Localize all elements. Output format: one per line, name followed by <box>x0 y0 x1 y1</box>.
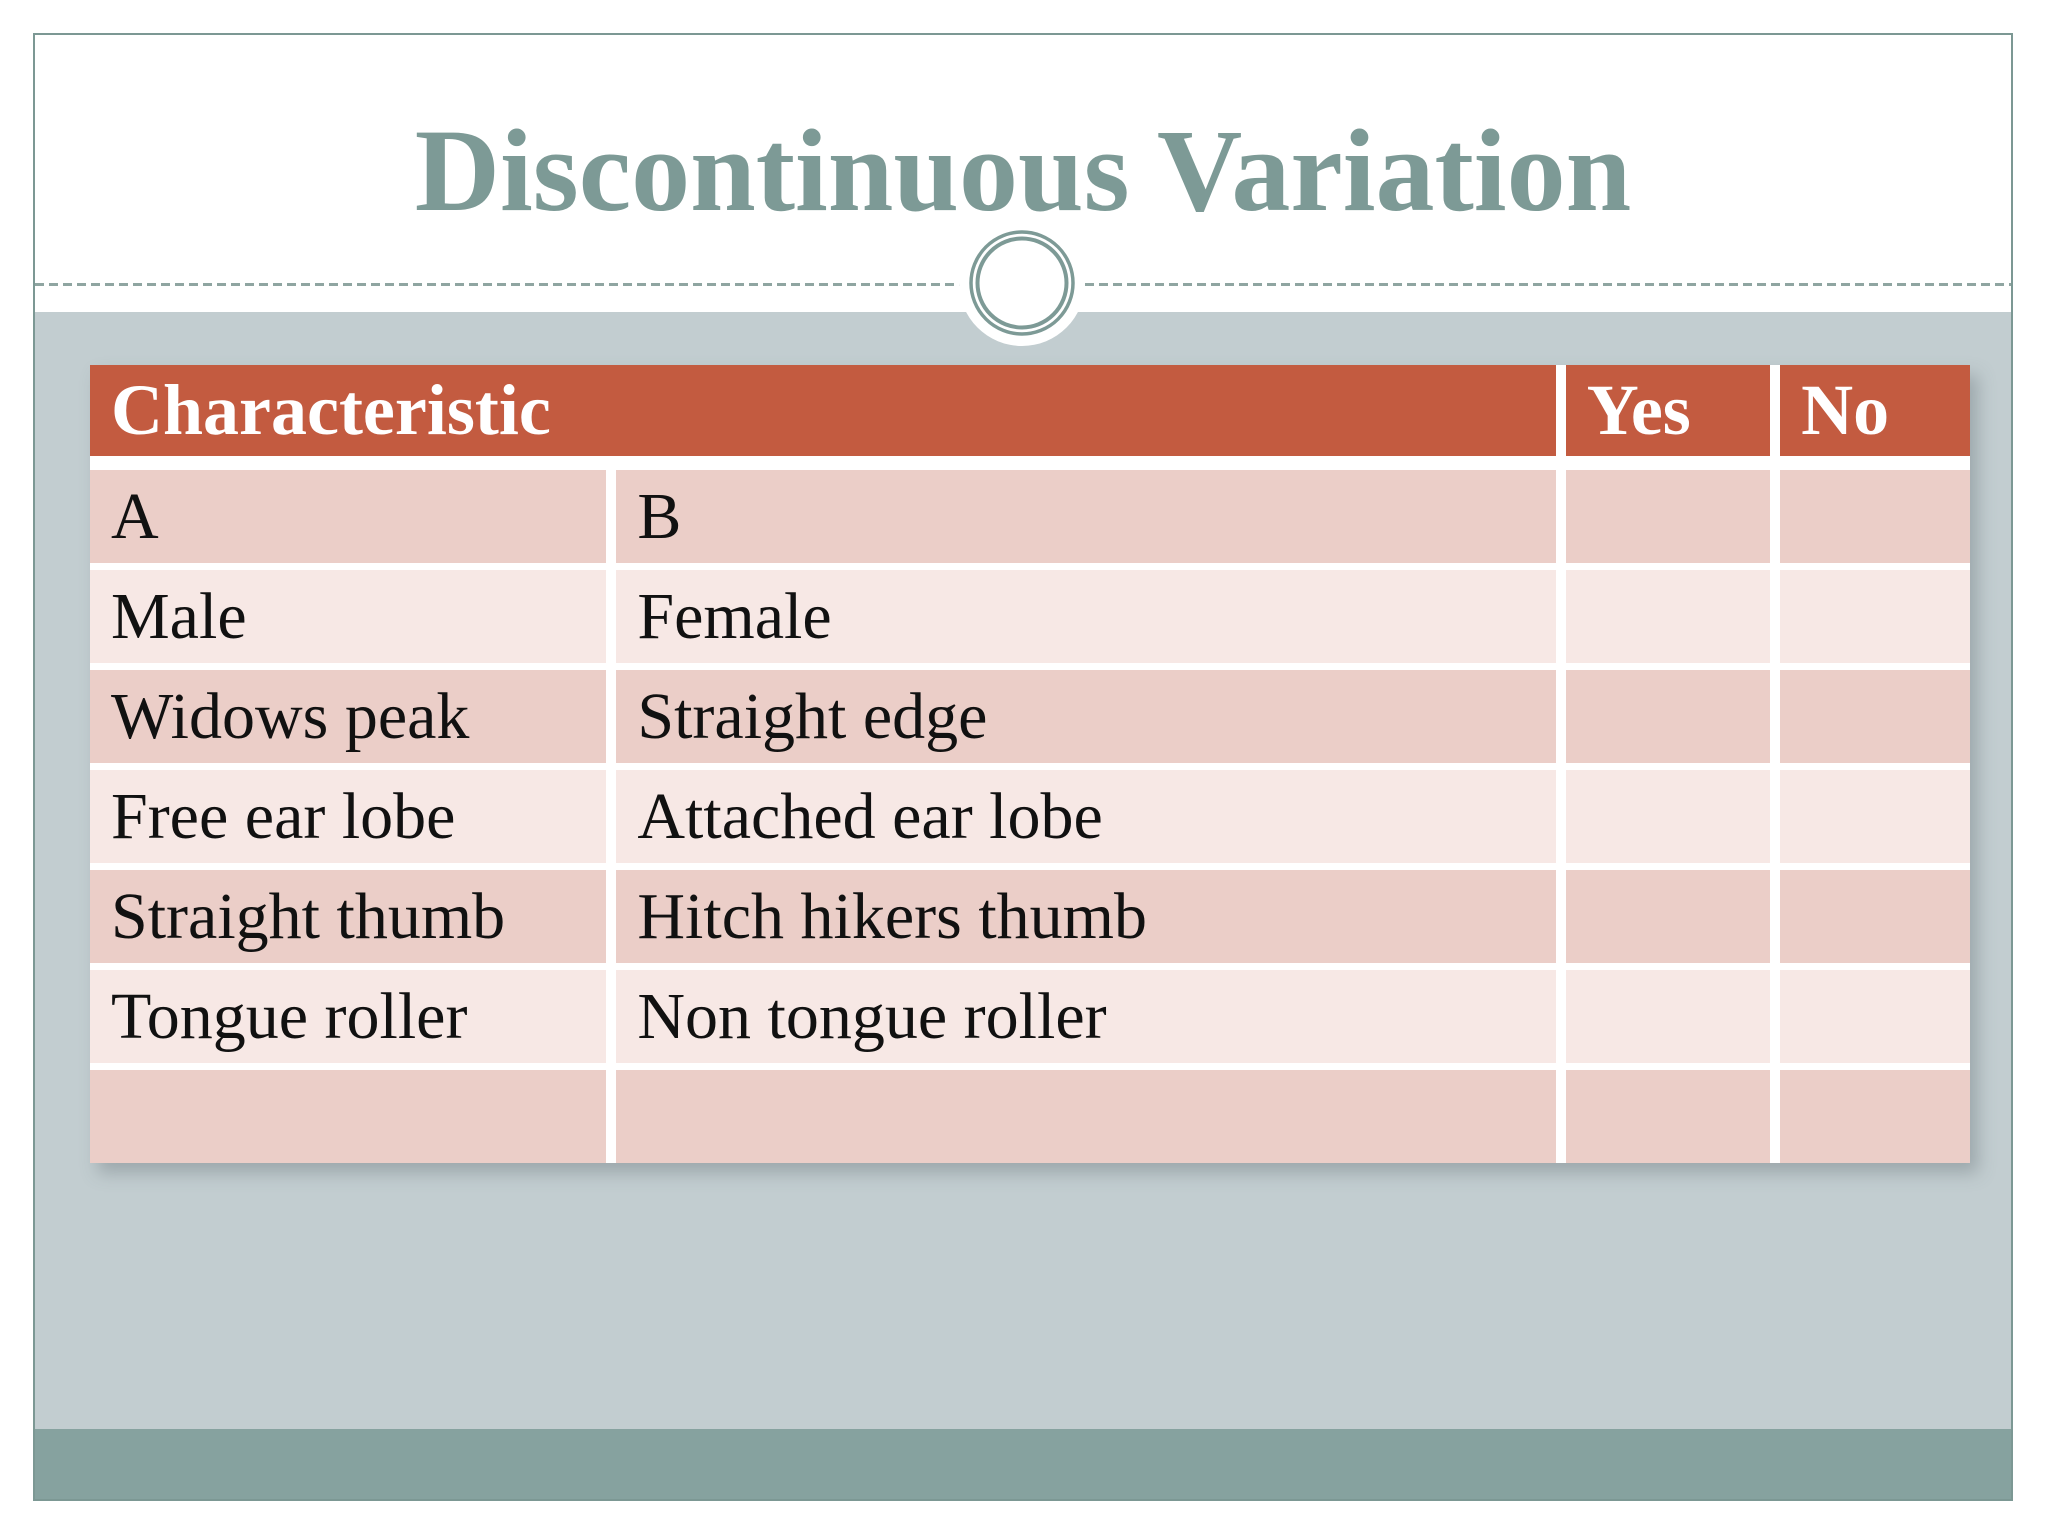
cell-yes <box>1565 663 1781 763</box>
cell-trait-b: Straight edge <box>616 663 1566 763</box>
cell-yes <box>1565 563 1781 663</box>
cell-no <box>1780 863 1970 963</box>
slide-title: Discontinuous Variation <box>414 105 1632 236</box>
cell-trait-a: Tongue roller <box>90 963 617 1063</box>
cell-yes <box>1565 763 1781 863</box>
double-circle-ornament-icon <box>959 220 1085 346</box>
cell-yes <box>1565 963 1781 1063</box>
table-header-row: Characteristic Yes No <box>90 365 1970 470</box>
cell-trait-b: Female <box>616 563 1566 663</box>
cell-no <box>1780 763 1970 863</box>
table-row: Tongue roller Non tongue roller <box>90 963 1970 1063</box>
cell-no <box>1780 563 1970 663</box>
cell-yes <box>1565 470 1781 563</box>
cell-trait-a: Free ear lobe <box>90 763 617 863</box>
cell-trait-a <box>90 1063 617 1163</box>
cell-trait-b: B <box>616 470 1566 563</box>
cell-no <box>1780 470 1970 563</box>
header-cell-yes: Yes <box>1565 365 1781 470</box>
table-row: Straight thumb Hitch hikers thumb <box>90 863 1970 963</box>
cell-no <box>1780 963 1970 1063</box>
table-row: Male Female <box>90 563 1970 663</box>
cell-trait-a: Widows peak <box>90 663 617 763</box>
cell-trait-a: Straight thumb <box>90 863 617 963</box>
cell-trait-a: Male <box>90 563 617 663</box>
bottom-accent-bar <box>35 1429 2011 1499</box>
characteristics-table: Characteristic Yes No A B Male Female Wi… <box>90 365 1970 1163</box>
cell-trait-b: Non tongue roller <box>616 963 1566 1063</box>
cell-no <box>1780 663 1970 763</box>
table-row: A B <box>90 470 1970 563</box>
cell-trait-a: A <box>90 470 617 563</box>
cell-trait-b: Hitch hikers thumb <box>616 863 1566 963</box>
slide-frame: Discontinuous Variation Characteristic Y… <box>33 33 2013 1501</box>
table-row: Free ear lobe Attached ear lobe <box>90 763 1970 863</box>
header-cell-characteristic: Characteristic <box>90 365 1566 470</box>
table-row: Widows peak Straight edge <box>90 663 1970 763</box>
cell-no <box>1780 1063 1970 1163</box>
table-row <box>90 1063 1970 1163</box>
cell-trait-b <box>616 1063 1566 1163</box>
cell-yes <box>1565 863 1781 963</box>
header-cell-no: No <box>1780 365 1970 470</box>
cell-yes <box>1565 1063 1781 1163</box>
cell-trait-b: Attached ear lobe <box>616 763 1566 863</box>
